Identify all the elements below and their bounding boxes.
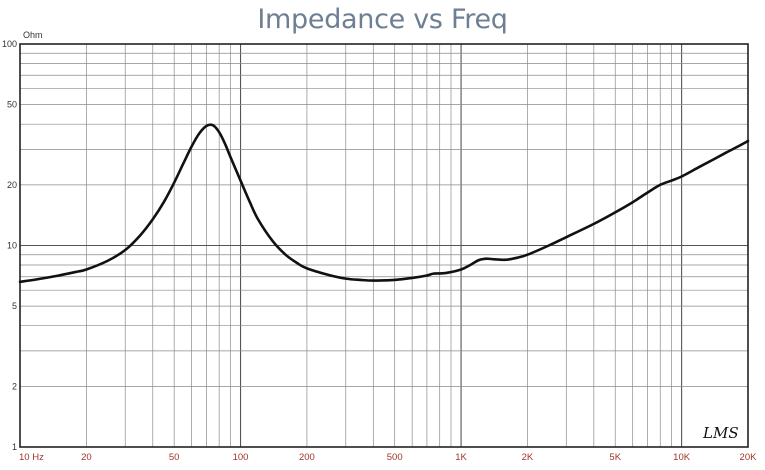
x-tick-label: 2K (522, 452, 534, 463)
x-tick-label: 200 (299, 452, 315, 463)
x-tick-label: 20K (740, 452, 758, 463)
y-tick-label: 1 (12, 442, 17, 452)
y-tick-label: 2 (12, 381, 17, 391)
y-tick-label: 10 (7, 241, 17, 251)
x-tick-labels: 10 Hz 20 50 100 200 500 1K 2K 5K 10K 20K (19, 452, 757, 463)
x-tick-label: 1K (455, 452, 467, 463)
y-tick-label: 20 (7, 180, 17, 190)
impedance-curve (18, 123, 750, 284)
x-tick-label: 50 (169, 452, 180, 463)
y-tick-label: 100 (2, 39, 17, 49)
x-tick-label: 10 Hz (19, 452, 44, 463)
x-tick-label: 10K (673, 452, 691, 463)
x-tick-label: 5K (609, 452, 621, 463)
grid-lines (20, 44, 748, 447)
x-tick-label: 500 (387, 452, 403, 463)
plot-frame (19, 43, 749, 448)
y-tick-label: 50 (7, 100, 17, 110)
watermark-logo: LMS (702, 424, 739, 442)
x-tick-label: 20 (81, 452, 92, 463)
x-tick-label: 100 (233, 452, 249, 463)
y-axis-unit-label: Ohm (23, 30, 43, 40)
y-tick-label: 5 (12, 301, 17, 311)
y-tick-labels: 100 50 20 10 5 2 1 (2, 39, 17, 452)
chart-title: Impedance vs Freq (257, 4, 508, 35)
